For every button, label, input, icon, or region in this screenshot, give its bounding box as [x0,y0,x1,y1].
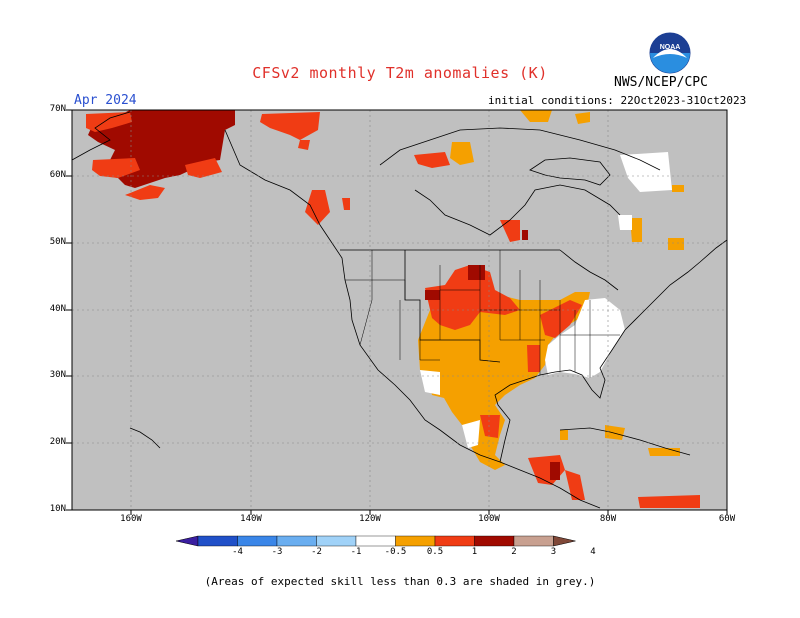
y-tick-label: 40N [49,304,66,314]
initial-conditions: initial conditions: 22Oct2023-31Oct2023 [488,94,747,107]
x-tick-label: 100W [478,514,500,524]
region-caribbean [560,425,680,456]
colorbar-tick-label: 2 [511,547,517,557]
y-tick-label: 10N [49,504,66,514]
colorbar-arrow-low [175,535,199,547]
region-alaska-coast [86,112,520,242]
colorbar-segment [434,535,475,547]
y-tick-label: 20N [49,437,66,447]
colorbar-tick-label: -4 [232,547,243,557]
noaa-logo: NOAA [649,32,691,74]
colorbar-segment [513,535,554,547]
x-tick-label: 60W [718,514,736,524]
colorbar-tick-label: -0.5 [384,547,407,557]
colorbar-tick-label: -2 [311,547,322,557]
colorbar-segment [276,535,317,547]
colorbar-tick-label: 4 [590,547,596,557]
gridlines [72,110,727,510]
x-tick-label: 120W [359,514,381,524]
colorbar-segment [474,535,515,547]
region-southeast-white [420,152,672,448]
colorbar-tick-label: 3 [550,547,557,557]
region-plains-red [425,265,700,508]
colorbar-segment [316,535,357,547]
x-tick-label: 80W [599,514,617,524]
axis-ticks [66,109,728,515]
colorbar-tick-label: -3 [271,547,283,557]
state-borders [345,250,620,378]
colorbar-segment [237,535,278,547]
colorbar-tick-label: 1 [471,547,478,557]
agency-label: NWS/NCEP/CPC [614,75,708,90]
map-title: CFSv2 monthly T2m anomalies (K) [252,64,548,82]
colorbar-segment [355,535,396,547]
colorbar-tick-label: 0.5 [426,547,444,557]
map-layer [72,110,727,510]
y-tick-label: 50N [49,237,66,247]
y-tick-label: 60N [49,170,66,180]
logo-text: NOAA [660,44,681,51]
colorbar-tick-label: -1 [350,547,362,557]
colorbar-segment [197,535,238,547]
x-tick-label: 140W [240,514,262,524]
colorbar [175,535,576,547]
y-tick-label: 70N [49,104,66,114]
x-tick-label: 160W [120,514,142,524]
colorbar-segment [395,535,436,547]
footnote: (Areas of expected skill less than 0.3 a… [204,575,596,588]
coastlines [72,111,727,509]
y-tick-label: 30N [49,370,66,380]
forecast-period: Apr 2024 [74,93,137,108]
colorbar-arrow-high [553,535,576,547]
